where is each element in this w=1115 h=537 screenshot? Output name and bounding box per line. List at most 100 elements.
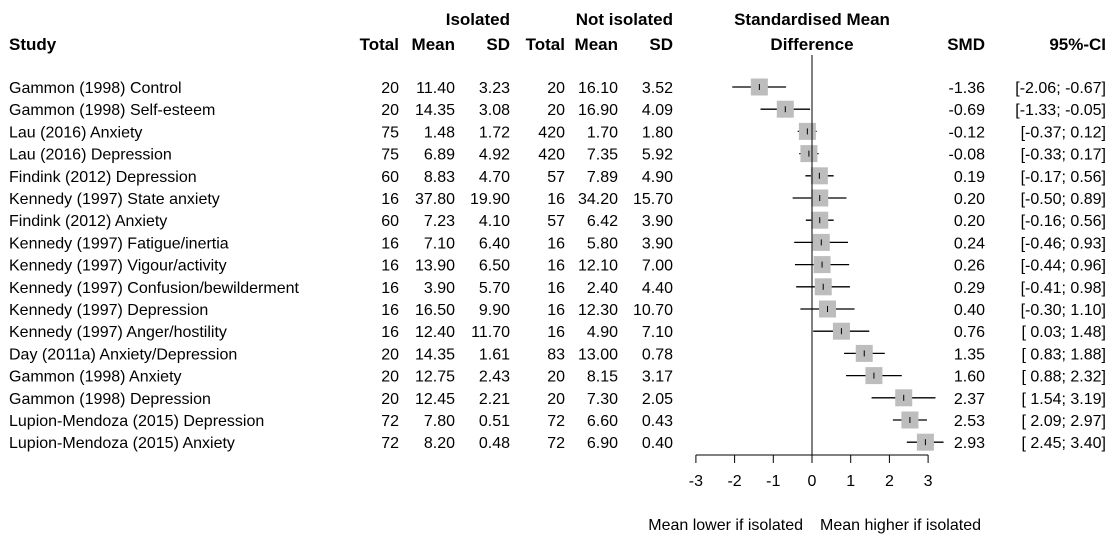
cell-not-sd: 3.90 <box>642 235 673 252</box>
cell-iso-sd: 0.51 <box>479 413 510 430</box>
label-higher-if-isolated: Mean higher if isolated <box>820 517 981 534</box>
cell-not-mean: 34.20 <box>578 191 618 208</box>
cell-iso-sd: 5.70 <box>479 280 510 297</box>
cell-ci: [ 2.45; 3.40] <box>1021 435 1106 452</box>
cell-study: Kennedy (1997) Fatigue/inertia <box>9 235 229 252</box>
cell-not-sd: 4.90 <box>642 169 673 186</box>
header-smd-title-2: Difference <box>770 35 853 54</box>
cell-not-mean: 12.10 <box>578 258 618 275</box>
header-not-total: Total <box>526 35 565 54</box>
cell-not-total: 420 <box>538 124 565 141</box>
cell-iso-total: 75 <box>381 124 399 141</box>
header-iso-total: Total <box>360 35 399 54</box>
cell-iso-sd: 9.90 <box>479 302 510 319</box>
cell-iso-mean: 1.48 <box>424 124 455 141</box>
header-not-sd: SD <box>649 35 673 54</box>
cell-smd: 0.19 <box>954 169 985 186</box>
cell-iso-total: 16 <box>381 324 399 341</box>
x-tick-label: 3 <box>924 473 933 490</box>
header-ci: 95%-CI <box>1049 35 1106 54</box>
table-row: Kennedy (1997) Depression 16 16.50 9.90 16 12… <box>9 302 1106 319</box>
cell-study: Kennedy (1997) Vigour/activity <box>9 258 227 275</box>
cell-not-sd: 3.90 <box>642 213 673 230</box>
cell-iso-mean: 12.75 <box>415 369 455 386</box>
cell-not-sd: 0.78 <box>642 346 673 363</box>
table-row: Kennedy (1997) Fatigue/inertia 16 7.10 6.40… <box>9 235 1106 252</box>
cell-not-mean: 7.35 <box>587 147 618 164</box>
header-smd: SMD <box>947 35 985 54</box>
cell-not-mean: 8.15 <box>587 369 618 386</box>
cell-study: Lupion-Mendoza (2015) Depression <box>9 413 264 430</box>
cell-ci: [-2.06; -0.67] <box>1015 80 1106 97</box>
cell-not-sd: 1.80 <box>642 124 673 141</box>
table-row: Gammon (1998) Anxiety 20 12.75 2.43 20 8.15 3.… <box>9 369 1106 386</box>
table-row: Day (2011a) Anxiety/Depression 20 14.35 1.6… <box>9 346 1106 363</box>
table-row: Findink (2012) Depression 60 8.83 4.70 57 7.8… <box>9 169 1106 186</box>
cell-not-total: 16 <box>547 258 565 275</box>
study-rows: Gammon (1998) Control 20 11.40 3.23 20 16.10 3… <box>9 80 1106 452</box>
cell-study: Gammon (1998) Depression <box>9 391 211 408</box>
cell-iso-mean: 37.80 <box>415 191 455 208</box>
cell-iso-sd: 6.50 <box>479 258 510 275</box>
cell-not-mean: 4.90 <box>587 324 618 341</box>
cell-iso-total: 75 <box>381 147 399 164</box>
cell-ci: [-0.50; 0.89] <box>1021 191 1106 208</box>
cell-not-mean: 1.70 <box>587 124 618 141</box>
cell-ci: [ 1.54; 3.19] <box>1021 391 1106 408</box>
cell-iso-sd: 2.43 <box>479 369 510 386</box>
table-row: Gammon (1998) Self-esteem 20 14.35 3.08 20 16… <box>9 102 1106 119</box>
cell-not-mean: 6.42 <box>587 213 618 230</box>
cell-iso-total: 16 <box>381 235 399 252</box>
cell-iso-total: 20 <box>381 102 399 119</box>
cell-iso-sd: 1.72 <box>479 124 510 141</box>
cell-study: Kennedy (1997) Depression <box>9 302 208 319</box>
cell-iso-total: 20 <box>381 369 399 386</box>
cell-iso-sd: 3.08 <box>479 102 510 119</box>
cell-not-sd: 3.17 <box>642 369 673 386</box>
cell-smd: 0.20 <box>954 213 985 230</box>
x-tick-label: 1 <box>846 473 855 490</box>
cell-study: Gammon (1998) Self-esteem <box>9 102 215 119</box>
cell-not-mean: 12.30 <box>578 302 618 319</box>
cell-iso-total: 20 <box>381 391 399 408</box>
cell-iso-sd: 3.23 <box>479 80 510 97</box>
cell-ci: [-0.30; 1.10] <box>1021 302 1106 319</box>
cell-not-total: 20 <box>547 80 565 97</box>
cell-not-total: 57 <box>547 169 565 186</box>
cell-smd: 2.53 <box>954 413 985 430</box>
cell-study: Kennedy (1997) Anger/hostility <box>9 324 227 341</box>
cell-not-sd: 10.70 <box>633 302 673 319</box>
cell-smd: 0.40 <box>954 302 985 319</box>
cell-study: Kennedy (1997) Confusion/bewilderment <box>9 280 300 297</box>
cell-smd: 0.20 <box>954 191 985 208</box>
plot-area: -3 -2 -1 0 1 2 3 <box>689 55 944 490</box>
cell-study: Gammon (1998) Control <box>9 80 182 97</box>
cell-not-mean: 6.90 <box>587 435 618 452</box>
header-not-mean: Mean <box>575 35 618 54</box>
x-tick-label: 2 <box>885 473 894 490</box>
cell-not-sd: 0.40 <box>642 435 673 452</box>
cell-smd: -0.69 <box>949 102 986 119</box>
cell-study: Day (2011a) Anxiety/Depression <box>9 346 237 363</box>
cell-iso-mean: 14.35 <box>415 102 455 119</box>
cell-ci: [-0.17; 0.56] <box>1021 169 1106 186</box>
cell-not-sd: 4.09 <box>642 102 673 119</box>
cell-smd: 1.60 <box>954 369 985 386</box>
table-row: Lupion-Mendoza (2015) Depression 72 7.80 0.… <box>9 413 1106 430</box>
cell-iso-sd: 11.70 <box>471 324 510 341</box>
cell-ci: [-0.46; 0.93] <box>1021 235 1106 252</box>
cell-iso-total: 72 <box>381 413 399 430</box>
x-tick-label: 0 <box>808 473 817 490</box>
cell-not-total: 57 <box>547 213 565 230</box>
cell-not-total: 16 <box>547 235 565 252</box>
header-study: Study <box>9 35 57 54</box>
header-smd-title-1: Standardised Mean <box>734 10 890 29</box>
header-iso-mean: Mean <box>412 35 455 54</box>
cell-iso-sd: 1.61 <box>479 346 510 363</box>
cell-smd: -0.12 <box>949 124 986 141</box>
cell-smd: 0.26 <box>954 258 985 275</box>
cell-iso-mean: 3.90 <box>424 280 455 297</box>
cell-smd: -0.08 <box>949 147 986 164</box>
cell-iso-total: 60 <box>381 169 399 186</box>
